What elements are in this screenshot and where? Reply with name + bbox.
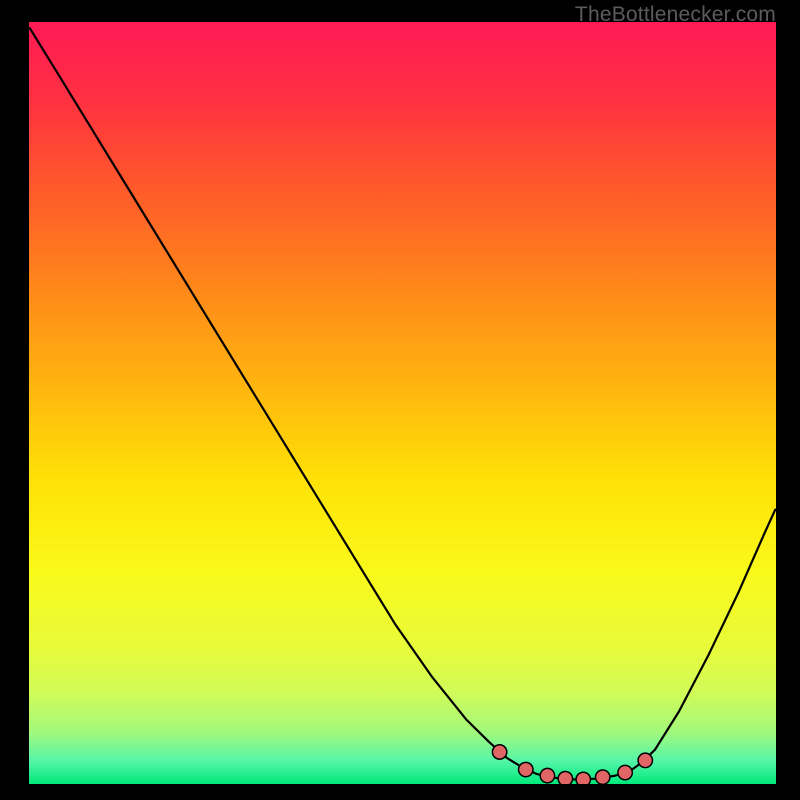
watermark-text: TheBottlenecker.com bbox=[575, 3, 776, 27]
optimal-point-marker bbox=[618, 765, 632, 779]
optimal-point-marker bbox=[638, 753, 652, 767]
optimal-point-marker bbox=[576, 772, 590, 784]
heat-gradient-background bbox=[29, 22, 776, 784]
plot-svg bbox=[29, 22, 776, 784]
optimal-point-marker bbox=[558, 771, 572, 784]
optimal-point-marker bbox=[540, 768, 554, 782]
optimal-point-marker bbox=[596, 770, 610, 784]
plot-area bbox=[29, 22, 776, 784]
optimal-point-marker bbox=[519, 762, 533, 776]
optimal-point-marker bbox=[492, 745, 506, 759]
chart-canvas: TheBottlenecker.com bbox=[0, 0, 800, 800]
